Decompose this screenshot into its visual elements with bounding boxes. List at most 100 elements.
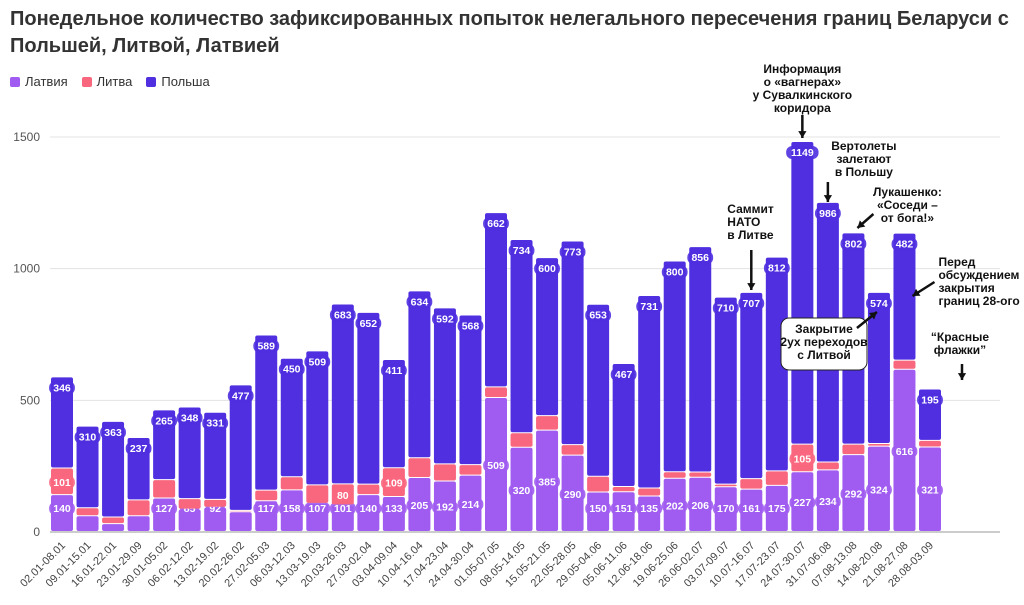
data-label-bg: [151, 502, 178, 515]
data-label: 707: [743, 298, 761, 310]
data-label-bg: [176, 411, 203, 425]
bar-segment: [306, 485, 329, 503]
data-label: 292: [845, 489, 863, 501]
data-label-bg: [355, 502, 382, 515]
annotation-crossings-closed: Закрытие 2ух переходов с Литвой: [780, 322, 867, 362]
data-label: 237: [130, 443, 148, 455]
bar-segment: [689, 472, 712, 477]
data-label-bg: [636, 502, 663, 515]
bar-segment: [612, 486, 635, 492]
legend-item-poland: Польша: [146, 74, 210, 89]
data-label: 773: [564, 247, 582, 259]
annotation-line: о «вагнерах»: [764, 75, 842, 89]
data-label-bg: [432, 500, 458, 514]
data-label: 731: [640, 301, 658, 313]
bar-segment: [867, 444, 890, 446]
data-label: 320: [513, 485, 531, 497]
bar-segment: [127, 500, 150, 516]
data-label: 482: [896, 239, 914, 251]
legend-swatch-latvia: [10, 76, 20, 87]
data-label: 331: [206, 418, 224, 430]
bar-segment: [76, 516, 99, 531]
bar-segment: [204, 499, 227, 507]
data-label-bg: [763, 502, 790, 515]
data-label: 450: [283, 364, 301, 376]
bar-segment: [459, 465, 482, 475]
bar-segment: [612, 363, 635, 486]
annotation-line: Информация: [763, 62, 841, 76]
data-label-bg: [917, 483, 943, 497]
bar-segment: [638, 488, 661, 496]
bar-segment: [587, 304, 610, 476]
data-label-bg: [304, 355, 331, 369]
bar-segment: [51, 377, 73, 468]
data-label: 140: [53, 503, 71, 515]
data-label-bg: [661, 265, 688, 279]
bar-segment: [663, 261, 686, 472]
data-label-bg: [534, 475, 560, 489]
bar-segment: [102, 524, 125, 531]
data-label-bg: [380, 364, 407, 378]
bar-segment: [893, 360, 916, 369]
data-label: 101: [53, 477, 71, 489]
legend-item-lithuania: Литва: [81, 74, 132, 89]
data-label: 467: [615, 369, 633, 381]
bar-segment: [765, 257, 788, 471]
bar-segment: [689, 247, 712, 472]
annotation-arrowhead: [857, 220, 866, 228]
bar-segment: [178, 499, 201, 509]
annotation-line: «Соседи –: [877, 198, 938, 212]
data-label: 363: [104, 427, 122, 439]
data-label-bg: [355, 316, 382, 330]
bar-segment: [510, 433, 533, 447]
data-label-bg: [738, 502, 765, 515]
data-label: 195: [921, 395, 939, 407]
data-label: 175: [768, 503, 786, 515]
bar-segment: [433, 464, 456, 481]
data-label: 683: [334, 309, 352, 321]
data-label: 170: [717, 503, 735, 515]
annotation-line: закрытия: [938, 281, 994, 295]
annotation-line: “Красные: [931, 330, 989, 344]
bar-segment: [638, 296, 661, 488]
data-label: 348: [181, 412, 199, 424]
legend-item-latvia: Латвия: [10, 74, 68, 89]
annotation-wagner: Информация о «вагнерах» у Сувалкинского кор…: [753, 62, 853, 115]
annotation-helicopters: Вертолеты залетают в Польшу: [831, 139, 896, 179]
data-label: 589: [257, 341, 275, 353]
annotation-before-discussion: Перед обсуждением закрытия границ 28-ого: [938, 255, 1019, 308]
annotation-line: флажки”: [934, 343, 986, 357]
annotation-arrowhead: [957, 373, 967, 380]
data-label-bg: [457, 497, 484, 511]
bar-segment: [357, 484, 380, 495]
data-label-bg: [789, 496, 816, 510]
bar-segment: [459, 315, 482, 465]
data-label: 127: [155, 503, 173, 515]
data-label: 150: [589, 503, 607, 515]
chart-title: Понедельное количество зафиксированных п…: [10, 8, 1009, 57]
annotation-line: обсуждением: [938, 268, 1019, 282]
bar-segment: [791, 142, 814, 444]
data-label-bg: [508, 483, 535, 497]
data-label: 85: [184, 503, 196, 515]
data-label-bg: [74, 430, 101, 444]
data-label-bg: [534, 262, 560, 276]
data-label: 105: [794, 453, 812, 465]
bar-segment: [306, 351, 329, 485]
annotation-box: [780, 317, 868, 371]
data-label-bg: [406, 499, 433, 513]
data-label-bg: [559, 245, 586, 259]
bar-segment: [740, 479, 763, 489]
data-label: 986: [819, 208, 837, 220]
data-label: 1149: [791, 147, 814, 159]
bar-segment: [76, 508, 99, 516]
bar-segment: [255, 490, 278, 501]
annotation-red-flags: “Красные флажки”: [931, 330, 989, 357]
bar-segment: [331, 304, 354, 484]
data-label: 117: [258, 503, 275, 515]
data-label: 101: [334, 503, 352, 515]
data-label-bg: [789, 452, 816, 466]
data-label: 109: [385, 478, 403, 490]
bar-segment: [485, 387, 507, 397]
